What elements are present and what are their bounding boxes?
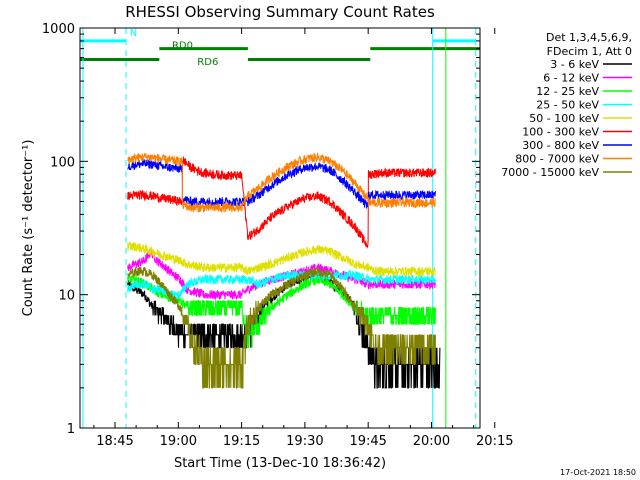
series-line-800-7000-kev xyxy=(127,152,436,213)
chart-title: RHESSI Observing Summary Count Rates xyxy=(125,3,435,21)
x-tick-label-6: 20:15 xyxy=(476,434,513,449)
legend: Det 1,3,4,5,6,9,FDecim 1, Att 03 - 6 keV… xyxy=(501,31,632,179)
y-tick-label-3: 1000 xyxy=(42,22,75,37)
series-line-300-800-kev xyxy=(127,159,436,210)
x-tick-label-4: 19:45 xyxy=(349,434,386,449)
legend-label-8: 7000 - 15000 keV xyxy=(501,166,599,179)
legend-label-4: 50 - 100 keV xyxy=(529,112,599,125)
legend-label-5: 100 - 300 keV xyxy=(522,126,599,139)
legend-header-1: FDecim 1, Att 0 xyxy=(547,45,632,58)
series-line-12-25-kev xyxy=(127,275,436,348)
y-tick-label-1: 10 xyxy=(58,289,75,304)
x-tick-label-3: 19:30 xyxy=(286,434,323,449)
series-line-100-300-kev xyxy=(127,155,436,249)
x-axis-label: Start Time (13-Dec-10 18:36:42) xyxy=(174,456,386,471)
annotation-n: N xyxy=(130,28,137,39)
x-tick-label-5: 20:00 xyxy=(413,434,450,449)
series-group: N RD0 RD6 xyxy=(80,28,480,428)
legend-label-3: 25 - 50 keV xyxy=(536,99,599,112)
y-axis: 1 10 100 1000 xyxy=(42,22,480,437)
legend-label-2: 12 - 25 keV xyxy=(536,85,599,98)
x-tick-label-0: 18:45 xyxy=(96,434,133,449)
legend-label-6: 300 - 800 keV xyxy=(522,139,599,152)
series-line-25-50-kev xyxy=(127,268,436,300)
plot-frame xyxy=(79,27,481,429)
footer-timestamp: 17-Oct-2021 18:50 xyxy=(560,468,636,477)
legend-label-0: 3 - 6 keV xyxy=(550,58,599,71)
series-line-7000-15000-kev xyxy=(127,266,436,389)
y-axis-label: Count Rate (s⁻¹ detector⁻¹) xyxy=(21,140,36,317)
legend-label-7: 800 - 7000 keV xyxy=(515,153,599,166)
x-tick-label-2: 19:15 xyxy=(223,434,260,449)
plot-area: N RD0 RD6 xyxy=(80,28,480,428)
y-tick-label-2: 100 xyxy=(50,155,75,170)
legend-header-0: Det 1,3,4,5,6,9, xyxy=(546,31,632,44)
y-tick-label-0: 1 xyxy=(67,422,75,437)
x-axis: 18:45 19:00 19:15 19:30 19:45 20:00 20:15 xyxy=(93,28,514,449)
legend-label-1: 6 - 12 keV xyxy=(543,72,599,85)
series-line-6-12-kev xyxy=(127,248,436,301)
series-line-50-100-kev xyxy=(127,241,436,277)
annotation-rd0: RD0 xyxy=(172,41,193,52)
annotation-rd6: RD6 xyxy=(197,57,218,68)
x-tick-label-1: 19:00 xyxy=(160,434,197,449)
